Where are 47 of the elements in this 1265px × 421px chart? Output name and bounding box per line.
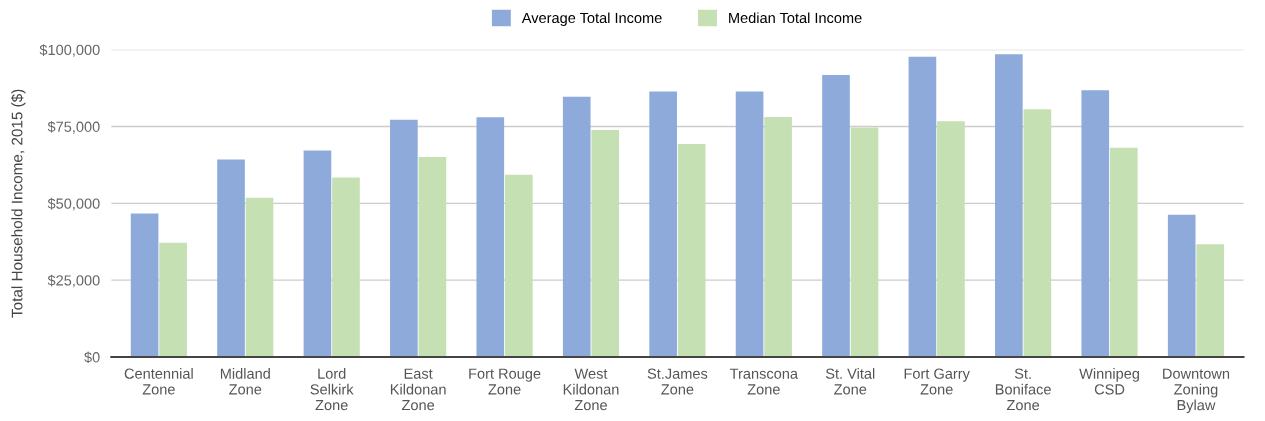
bar — [908, 56, 937, 358]
bar — [390, 119, 418, 358]
y-tick-label: $50,000 — [47, 197, 100, 211]
bar — [995, 54, 1023, 358]
bar — [764, 116, 792, 358]
bar — [1023, 109, 1052, 358]
bar — [562, 96, 591, 358]
bar — [822, 74, 850, 358]
bar — [649, 91, 677, 358]
legend-label: Median Total Income — [729, 12, 862, 24]
x-tick-label: Winnipeg CSD — [1079, 368, 1139, 395]
bar — [677, 144, 706, 358]
x-tick-label: St. Vital Zone — [825, 368, 875, 395]
bar — [418, 156, 447, 358]
bar — [217, 159, 245, 358]
x-tick-label: St. Boniface Zone — [995, 368, 1051, 411]
y-tick-label: $0 — [84, 351, 100, 364]
legend-label: Average Total Income — [521, 12, 662, 26]
x-tick-label: Centennial Zone — [124, 368, 193, 395]
bar — [735, 91, 764, 358]
bar — [1167, 214, 1196, 358]
bar — [591, 129, 620, 358]
bar — [1196, 244, 1225, 358]
x-tick-label: St.James Zone — [647, 368, 708, 395]
bar — [332, 177, 360, 358]
bar — [850, 127, 879, 358]
bar — [1109, 147, 1138, 358]
x-tick-label: Fort Garry Zone — [904, 368, 970, 395]
x-tick-label: West Kildonan Zone — [563, 368, 619, 411]
x-tick-label: Transcona Zone — [729, 368, 799, 395]
bar — [937, 121, 965, 358]
y-axis-title: Total Household Income, 2015 ($) — [11, 89, 26, 318]
y-tick-label: $25,000 — [47, 274, 100, 288]
bar — [159, 242, 187, 358]
x-tick-label: Fort Rouge Zone — [469, 368, 541, 395]
bar — [476, 117, 505, 358]
x-tick-label: Downtown Zoning Bylaw — [1163, 368, 1230, 414]
y-tick-label: $100,000 — [39, 44, 100, 57]
bar — [504, 174, 533, 358]
x-tick-label: Lord Selkirk Zone — [310, 368, 354, 411]
bar — [303, 150, 332, 358]
bar — [130, 213, 159, 358]
y-tick-label: $75,000 — [47, 121, 100, 134]
bar — [1081, 90, 1110, 358]
x-tick-label: East Kildonan Zone — [390, 368, 446, 411]
bar — [245, 197, 274, 358]
x-tick-label: Midland Zone — [220, 368, 270, 395]
